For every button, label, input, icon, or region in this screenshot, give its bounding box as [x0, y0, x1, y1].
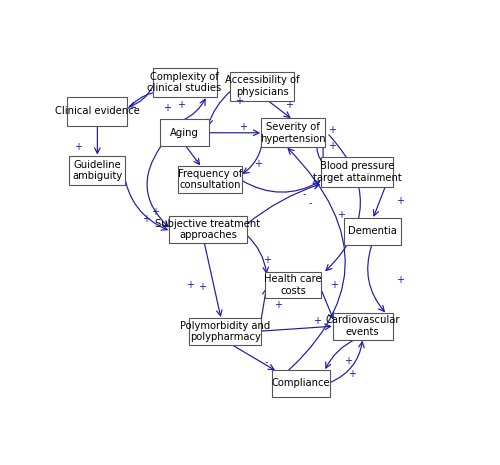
- Text: +: +: [338, 210, 345, 220]
- FancyBboxPatch shape: [70, 156, 126, 185]
- Text: Guideline
ambiguity: Guideline ambiguity: [72, 159, 122, 181]
- Text: +: +: [142, 214, 150, 224]
- Text: +: +: [152, 206, 160, 217]
- Text: Frequency of
consultation: Frequency of consultation: [178, 168, 242, 190]
- Text: +: +: [396, 196, 404, 206]
- Text: +: +: [176, 100, 184, 110]
- Text: -: -: [303, 189, 306, 199]
- Text: +: +: [396, 274, 404, 285]
- Text: Accessibility of
physicians: Accessibility of physicians: [225, 75, 300, 97]
- Text: Complexity of
clinical studies: Complexity of clinical studies: [148, 72, 222, 93]
- FancyBboxPatch shape: [230, 72, 294, 101]
- Text: Subjective treatment
approaches: Subjective treatment approaches: [155, 219, 260, 240]
- Text: +: +: [186, 280, 194, 290]
- FancyBboxPatch shape: [178, 166, 242, 193]
- FancyBboxPatch shape: [160, 120, 209, 146]
- Text: +: +: [328, 125, 336, 135]
- FancyBboxPatch shape: [261, 118, 325, 147]
- FancyBboxPatch shape: [344, 218, 401, 245]
- Text: +: +: [238, 122, 246, 133]
- Text: Clinical evidence: Clinical evidence: [55, 106, 140, 116]
- Text: +: +: [163, 103, 171, 113]
- Text: +: +: [74, 142, 82, 152]
- Text: +: +: [328, 141, 336, 151]
- Text: -: -: [194, 155, 198, 165]
- Text: Severity of
hypertension: Severity of hypertension: [260, 122, 326, 144]
- Text: +: +: [348, 370, 356, 379]
- Text: +: +: [330, 280, 338, 290]
- FancyBboxPatch shape: [321, 158, 393, 187]
- FancyBboxPatch shape: [265, 272, 321, 299]
- FancyBboxPatch shape: [333, 312, 393, 339]
- Text: +: +: [235, 95, 243, 106]
- Text: +: +: [344, 356, 352, 366]
- FancyBboxPatch shape: [272, 370, 330, 397]
- Text: Polymorbidity and
polypharmacy: Polymorbidity and polypharmacy: [180, 321, 270, 342]
- Text: Health care
costs: Health care costs: [264, 274, 322, 296]
- FancyBboxPatch shape: [190, 318, 261, 345]
- Text: -: -: [309, 198, 312, 207]
- FancyBboxPatch shape: [152, 68, 216, 97]
- Text: Aging: Aging: [170, 128, 199, 138]
- Text: Cardiovascular
events: Cardiovascular events: [326, 315, 400, 337]
- Text: +: +: [285, 100, 293, 110]
- FancyBboxPatch shape: [169, 216, 246, 243]
- Text: Blood pressure
target attainment: Blood pressure target attainment: [312, 161, 402, 183]
- Text: +: +: [254, 159, 262, 169]
- Text: -: -: [265, 357, 268, 367]
- Text: +: +: [274, 299, 281, 310]
- Text: +: +: [314, 317, 322, 326]
- Text: Compliance: Compliance: [272, 379, 330, 388]
- Text: +: +: [198, 282, 206, 292]
- Text: Dementia: Dementia: [348, 226, 397, 236]
- FancyBboxPatch shape: [68, 97, 128, 126]
- Text: +: +: [262, 255, 270, 265]
